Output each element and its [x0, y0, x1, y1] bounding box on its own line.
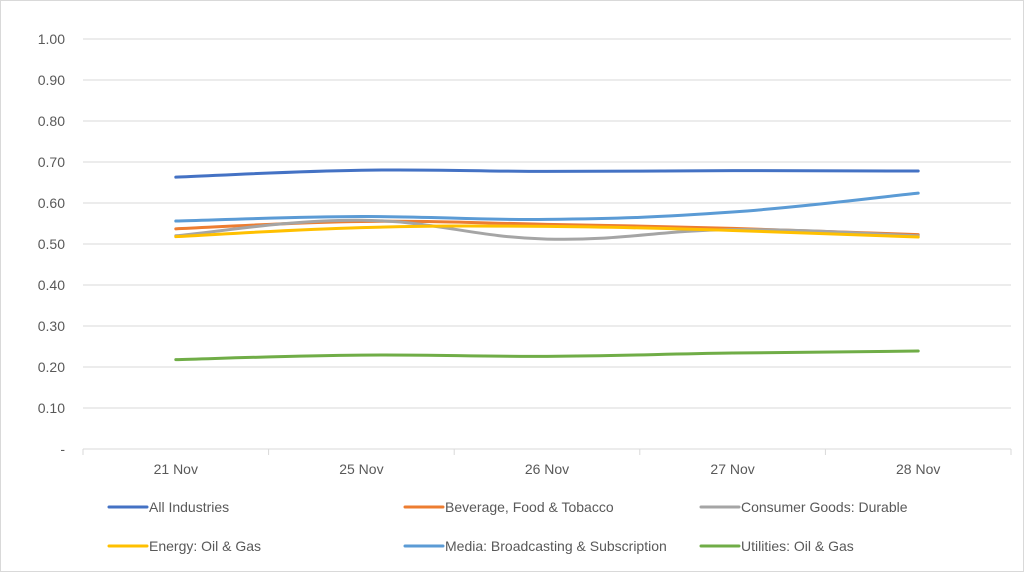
axes: - 0.10 0.20 0.30 0.40 0.50 0.60 0.70 0.80 0.90 1.0…	[38, 31, 1012, 477]
legend-label: Consumer Goods: Durable	[741, 499, 908, 515]
series-line-0	[174, 168, 920, 179]
legend-label: Utilities: Oil & Gas	[741, 538, 854, 554]
x-tick-label: 25 Nov	[339, 461, 383, 477]
legend-label: Media: Broadcasting & Subscription	[445, 538, 667, 554]
y-tick-label: 0.50	[38, 236, 65, 252]
series-line-4	[174, 191, 920, 223]
y-tick-label: 0.90	[38, 72, 65, 88]
y-tick-label: 0.60	[38, 195, 65, 211]
legend: All Industries Beverage, Food & Tobacco Co…	[107, 499, 908, 554]
legend-label: Energy: Oil & Gas	[149, 538, 261, 554]
x-tick-label: 27 Nov	[710, 461, 754, 477]
y-tick-label: 0.80	[38, 113, 65, 129]
x-tick-label: 26 Nov	[525, 461, 569, 477]
legend-label: All Industries	[149, 499, 229, 515]
y-tick-label: 0.70	[38, 154, 65, 170]
x-tick-label: 21 Nov	[154, 461, 198, 477]
gridlines	[83, 38, 1011, 409]
y-tick-label: -	[60, 441, 65, 457]
y-tick-label: 0.30	[38, 318, 65, 334]
series-line-5	[174, 349, 920, 362]
legend-label: Beverage, Food & Tobacco	[445, 499, 614, 515]
y-tick-label: 0.40	[38, 277, 65, 293]
y-tick-label: 0.10	[38, 400, 65, 416]
series-lines	[174, 168, 920, 362]
series-line-3	[174, 224, 920, 239]
series-line-2	[174, 218, 920, 241]
y-tick-label: 1.00	[38, 31, 65, 47]
y-tick-label: 0.20	[38, 359, 65, 375]
x-tick-label: 28 Nov	[896, 461, 940, 477]
